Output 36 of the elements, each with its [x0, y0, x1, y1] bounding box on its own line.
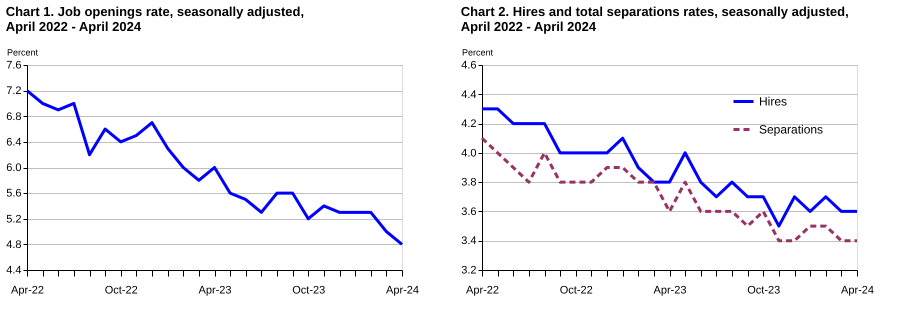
y-tick-label: 6.4 [6, 136, 22, 148]
y-tick-label: 7.6 [6, 60, 22, 72]
legend-label: Separations [759, 122, 824, 136]
legend-label: Hires [759, 94, 788, 108]
y-tick-label: 4.8 [6, 238, 22, 251]
y-tick-label: 7.2 [6, 85, 22, 98]
y-tick-label: 5.2 [6, 213, 22, 226]
x-tick-label: Apr-23 [653, 284, 687, 296]
y-tick-label: 6.0 [6, 162, 22, 174]
y-tick-label: 4.6 [461, 60, 476, 72]
x-tick-label: Apr-24 [840, 284, 874, 296]
x-tick-label: Oct-23 [292, 284, 326, 296]
y-tick-label: 4.2 [461, 118, 476, 130]
x-tick-label: Apr-24 [386, 284, 420, 296]
x-tick-label: Apr-22 [10, 284, 44, 296]
x-tick-label: Oct-22 [560, 284, 593, 296]
y-tick-label: 3.2 [461, 264, 476, 276]
line-series [26, 89, 404, 246]
y-tick-label: 4.4 [461, 88, 476, 101]
x-tick-label: Apr-23 [198, 284, 232, 296]
line-series [480, 136, 858, 242]
x-tick-label: Apr-22 [466, 284, 500, 296]
y-axis-title: Percent [6, 48, 38, 58]
y-axis-title: Percent [462, 48, 494, 58]
y-tick-label: 4.0 [461, 147, 476, 160]
y-tick-label: 4.4 [6, 264, 22, 276]
y-tick-label: 5.6 [6, 188, 22, 200]
y-tick-label: 3.8 [461, 176, 476, 189]
y-tick-label: 3.6 [461, 206, 476, 218]
x-tick-label: Oct-22 [104, 284, 138, 296]
x-tick-label: Oct-23 [747, 284, 780, 296]
chart-title: Chart 2. Hires and total separations rates, seasonally adjusted, April 2022 - April 2024 [460, 4, 849, 34]
chart-title: Chart 1. Job openings rate, seasonally adjusted, April 2022 - April 2024 [6, 4, 304, 34]
y-tick-label: 6.8 [6, 110, 22, 123]
line-series [480, 107, 858, 228]
y-tick-label: 3.4 [461, 235, 476, 248]
